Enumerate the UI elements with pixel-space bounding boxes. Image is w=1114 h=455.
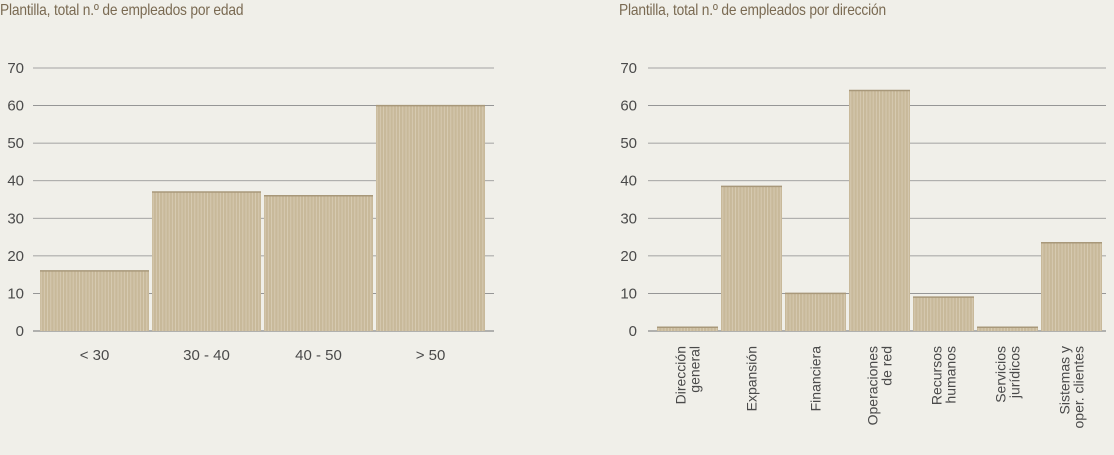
y-tick-label: 20: [7, 248, 24, 265]
y-tick-label: 20: [620, 248, 637, 265]
x-category-label: de red: [879, 346, 895, 386]
bar: [1041, 242, 1102, 331]
bar: [785, 293, 846, 331]
x-category-label: Operaciones: [865, 346, 881, 425]
y-tick-label: 60: [620, 98, 637, 115]
bar: [977, 327, 1038, 331]
bar: [264, 195, 373, 331]
x-category-label: general: [687, 346, 703, 393]
y-tick-label: 70: [7, 60, 24, 77]
x-category-label: oper. clientes: [1071, 346, 1087, 429]
x-category-label: < 30: [80, 347, 110, 364]
x-category-label: Recursos: [929, 346, 945, 405]
y-tick-label: 30: [7, 210, 24, 227]
x-category-label: > 50: [416, 347, 446, 364]
y-tick-label: 0: [629, 323, 637, 340]
bar: [152, 191, 261, 331]
bar-chart-age: 0 10 20 30 40 50 60 70 < 30 30 - 40 40 - 50 > 50: [7, 60, 494, 364]
y-tick-label: 40: [620, 173, 637, 190]
bar: [40, 270, 149, 331]
y-tick-label: 30: [620, 210, 637, 227]
x-category-label: Servicios: [993, 346, 1009, 403]
x-category-label: humanos: [943, 346, 959, 404]
bar: [913, 297, 974, 331]
chart-title-age: Plantilla, total n.º de empleados por ed…: [0, 2, 244, 19]
y-tick-label: 70: [620, 60, 637, 77]
x-category-label: Expansión: [744, 346, 760, 411]
x-category-label: Sistemas y: [1057, 346, 1073, 414]
y-tick-label: 10: [620, 285, 637, 302]
x-category-label: 40 - 50: [295, 347, 342, 364]
x-category-label: Financiera: [808, 346, 824, 412]
y-tick-label: 40: [7, 173, 24, 190]
y-tick-label: 10: [7, 285, 24, 302]
bar: [376, 105, 485, 331]
bar: [849, 90, 910, 332]
y-tick-label: 60: [7, 98, 24, 115]
bar: [721, 186, 782, 331]
y-tick-label: 0: [16, 323, 24, 340]
chart-title-direction: Plantilla, total n.º de empleados por di…: [619, 2, 886, 19]
y-tick-label: 50: [7, 135, 24, 152]
x-category-label: jurídicos: [1007, 346, 1023, 399]
bar: [657, 327, 718, 331]
x-category-label: Dirección: [673, 346, 689, 404]
y-tick-label: 50: [620, 135, 637, 152]
x-category-label: 30 - 40: [183, 347, 230, 364]
